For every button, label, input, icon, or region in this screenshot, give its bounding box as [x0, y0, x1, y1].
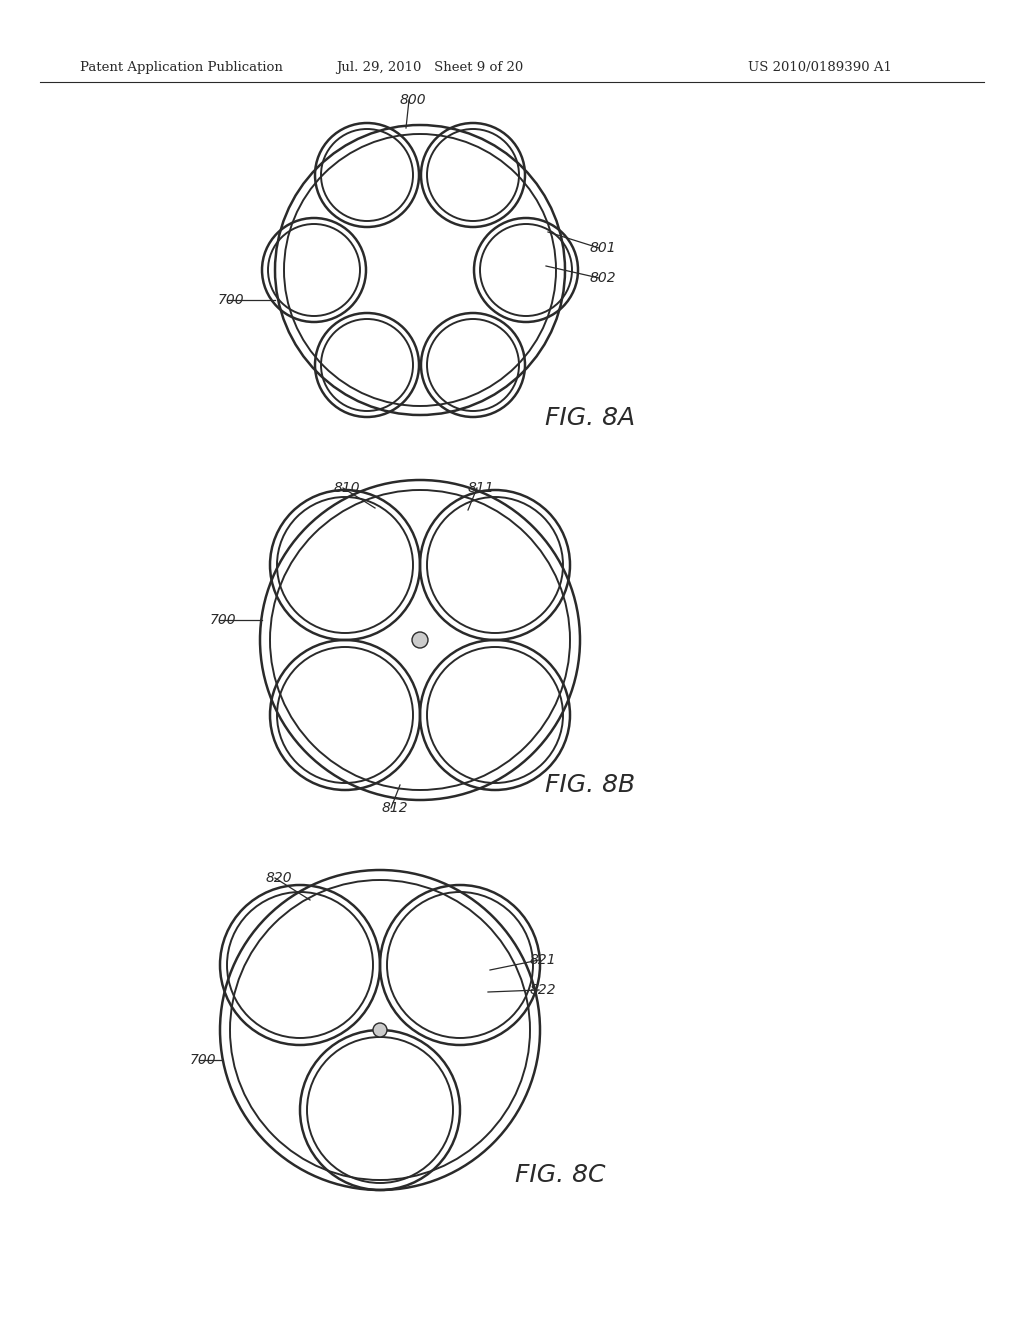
Text: FIG. 8C: FIG. 8C: [515, 1163, 605, 1187]
Text: 812: 812: [382, 801, 409, 814]
Text: 801: 801: [590, 242, 616, 255]
Text: 811: 811: [468, 480, 495, 495]
Text: 821: 821: [530, 953, 557, 968]
Text: Patent Application Publication: Patent Application Publication: [80, 62, 283, 74]
Circle shape: [412, 632, 428, 648]
Text: 800: 800: [400, 92, 427, 107]
Circle shape: [373, 1023, 387, 1038]
Text: 700: 700: [190, 1053, 217, 1067]
Text: 802: 802: [590, 271, 616, 285]
Text: Jul. 29, 2010   Sheet 9 of 20: Jul. 29, 2010 Sheet 9 of 20: [336, 62, 523, 74]
Text: 810: 810: [334, 480, 360, 495]
Text: US 2010/0189390 A1: US 2010/0189390 A1: [749, 62, 892, 74]
Text: 700: 700: [210, 612, 237, 627]
Text: 822: 822: [530, 983, 557, 997]
Text: FIG. 8B: FIG. 8B: [545, 774, 635, 797]
Text: 820: 820: [266, 871, 293, 884]
Text: FIG. 8A: FIG. 8A: [545, 407, 635, 430]
Text: 700: 700: [218, 293, 245, 308]
